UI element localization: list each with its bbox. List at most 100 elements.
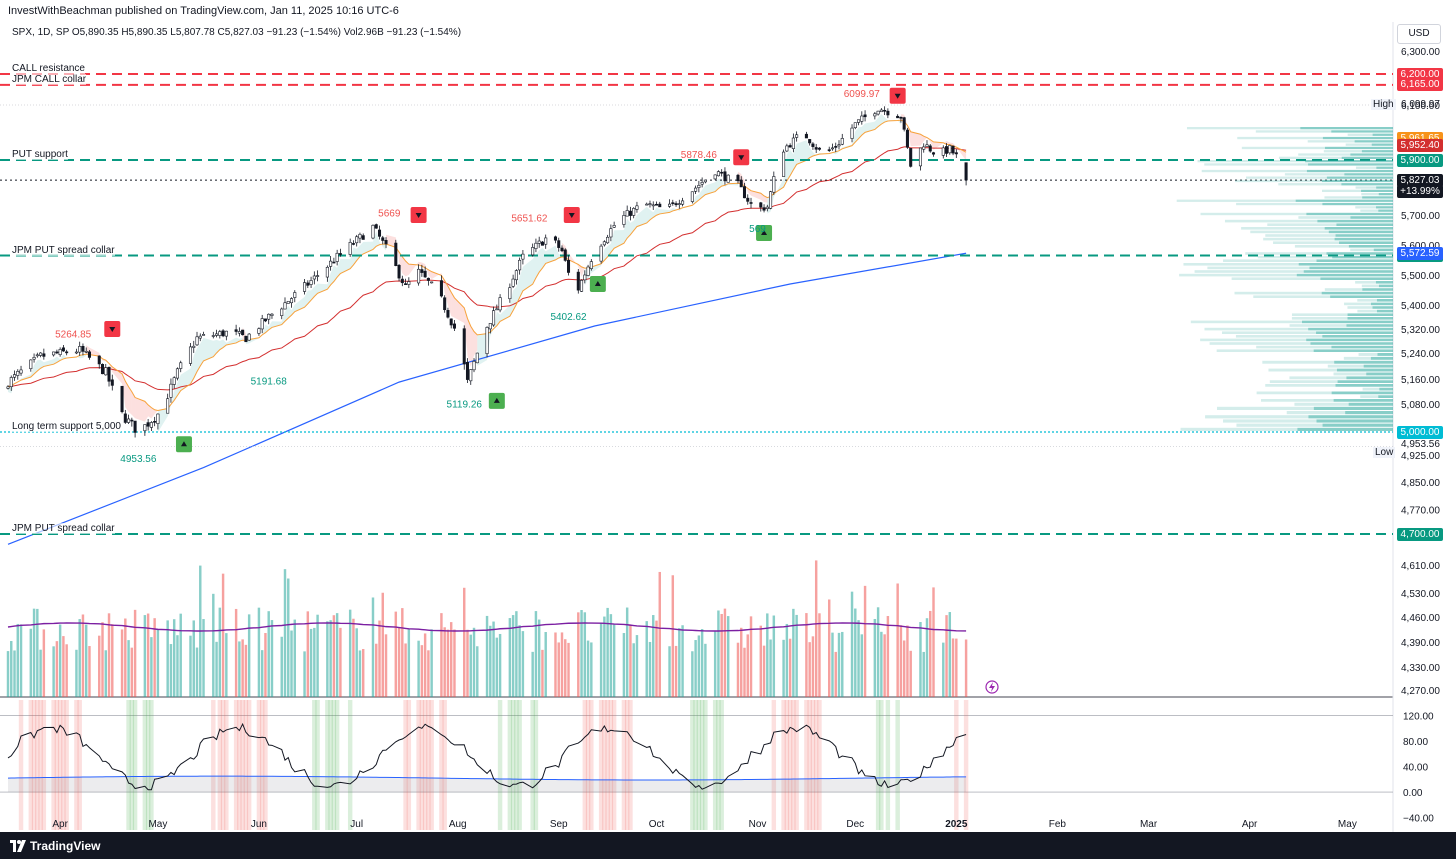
volume-bar <box>495 637 499 697</box>
candle-body <box>896 115 900 119</box>
trend-cloud-segment <box>89 347 100 357</box>
oscillator-axis-tick-label: 0.00 <box>1403 788 1423 799</box>
volume-bar <box>828 599 831 697</box>
volume-profile-bar-light <box>1360 209 1379 212</box>
overbought-zone <box>813 700 819 830</box>
trend-cloud-segment <box>112 366 123 384</box>
volume-profile-bar-light <box>1256 391 1332 395</box>
volume-bar <box>625 607 629 697</box>
level-label: PUT support <box>12 149 68 160</box>
volume-bar <box>384 634 388 697</box>
volume-bar <box>485 615 489 697</box>
volume-bar <box>124 618 127 697</box>
candle-body <box>289 298 294 304</box>
volume-bar <box>691 651 694 697</box>
volume-profile-bar-light <box>1284 173 1345 176</box>
candle-body <box>681 200 685 205</box>
trend-cloud-segment <box>314 283 318 297</box>
volume-profile-bar-dark <box>1361 150 1393 153</box>
volume-bar <box>740 627 743 697</box>
volume-bar <box>498 633 502 697</box>
volume-bar <box>603 616 606 697</box>
volume-bar <box>599 623 603 697</box>
overbought-zone <box>233 700 239 830</box>
volume-bar <box>215 641 218 697</box>
overbought-zone <box>211 700 216 830</box>
oversold-zone <box>875 700 881 830</box>
trend-cloud-segment <box>809 147 813 158</box>
trend-cloud-segment <box>128 386 132 415</box>
volume-bar <box>427 650 430 697</box>
candle-body <box>417 268 421 284</box>
volume-profile-bar-dark <box>1354 140 1393 143</box>
candle-body <box>635 205 639 210</box>
candle-body <box>202 334 206 336</box>
overbought-zone <box>608 700 614 830</box>
chart-canvas[interactable]: 5264.85 4953.56 5191.68 5669 5119.26 5651.62 5… <box>0 0 1456 832</box>
volume-profile-bar-light <box>1273 241 1340 244</box>
candle-body <box>772 176 776 193</box>
volume-profile-bar-light <box>1307 140 1355 143</box>
volume-profile-bar-light <box>1216 349 1314 352</box>
trend-cloud-segment <box>490 328 494 336</box>
oscillator-line <box>7 722 967 791</box>
oversold-zone <box>149 700 154 830</box>
candle-body <box>795 134 799 138</box>
volume-bar <box>645 621 648 697</box>
overbought-zone <box>963 700 969 830</box>
candle-body <box>537 240 541 244</box>
volume-bar <box>19 624 23 697</box>
candle-body <box>700 182 704 185</box>
volume-profile-bar-dark <box>1346 324 1393 327</box>
candle-body <box>511 278 515 287</box>
trend-cloud-segment <box>796 140 807 165</box>
overbought-zone <box>954 700 959 830</box>
volume-profile-bar-dark <box>1370 302 1393 306</box>
oversold-zone <box>703 700 708 830</box>
candle-body <box>612 225 616 228</box>
oversold-zone <box>533 700 539 830</box>
candle-body <box>381 237 385 241</box>
trend-cloud-segment <box>897 120 901 125</box>
volume-profile-bar-dark <box>1363 364 1393 368</box>
candle-body <box>211 335 215 337</box>
volume-profile-bar-light <box>1262 360 1335 364</box>
overbought-zone <box>403 700 408 830</box>
candle-body <box>426 277 430 281</box>
candle-body <box>439 280 443 297</box>
trend-cloud-segment <box>428 269 432 280</box>
level-label: CALL resistance <box>12 63 85 74</box>
volume-bar <box>554 632 557 697</box>
trend-cloud-segment <box>623 218 628 244</box>
volume-profile-bar-light <box>1236 202 1323 206</box>
volume-profile-bar-light <box>1278 183 1342 186</box>
volume-profile-bar-dark <box>1371 143 1393 146</box>
trend-cloud-segment <box>519 266 523 298</box>
candle-body <box>736 174 740 182</box>
footer-bar: TradingView <box>0 832 1456 859</box>
currency-button[interactable]: USD <box>1397 24 1441 44</box>
volume-profile-bar-dark <box>1324 227 1393 230</box>
volume-profile-bar-dark <box>1322 423 1393 427</box>
trend-cloud-segment <box>604 246 608 261</box>
volume-profile-bar-dark <box>1376 206 1393 209</box>
volume-bar <box>143 615 147 697</box>
volume-profile-bar-light <box>1200 212 1307 216</box>
volume-bar <box>531 651 534 697</box>
volume-profile-bar-light <box>1265 234 1336 237</box>
candle-body <box>654 203 659 206</box>
volume-profile-bar-light <box>1224 219 1318 223</box>
volume-bar <box>841 631 844 697</box>
price-axis-tick-label: 5,320.00 <box>1401 325 1440 336</box>
volume-profile-bar-light <box>1183 263 1299 266</box>
candle-body <box>814 147 818 150</box>
candle-body <box>286 300 290 304</box>
volume-bar <box>397 627 401 697</box>
volume-bar <box>381 592 384 697</box>
volume-bar <box>283 569 287 697</box>
buy-arrow-icon <box>493 397 500 403</box>
trend-cloud-segment <box>855 127 859 143</box>
trend-cloud-segment <box>17 378 22 383</box>
volume-profile-bar-light <box>1350 248 1374 252</box>
trend-cloud-segment <box>177 374 181 396</box>
